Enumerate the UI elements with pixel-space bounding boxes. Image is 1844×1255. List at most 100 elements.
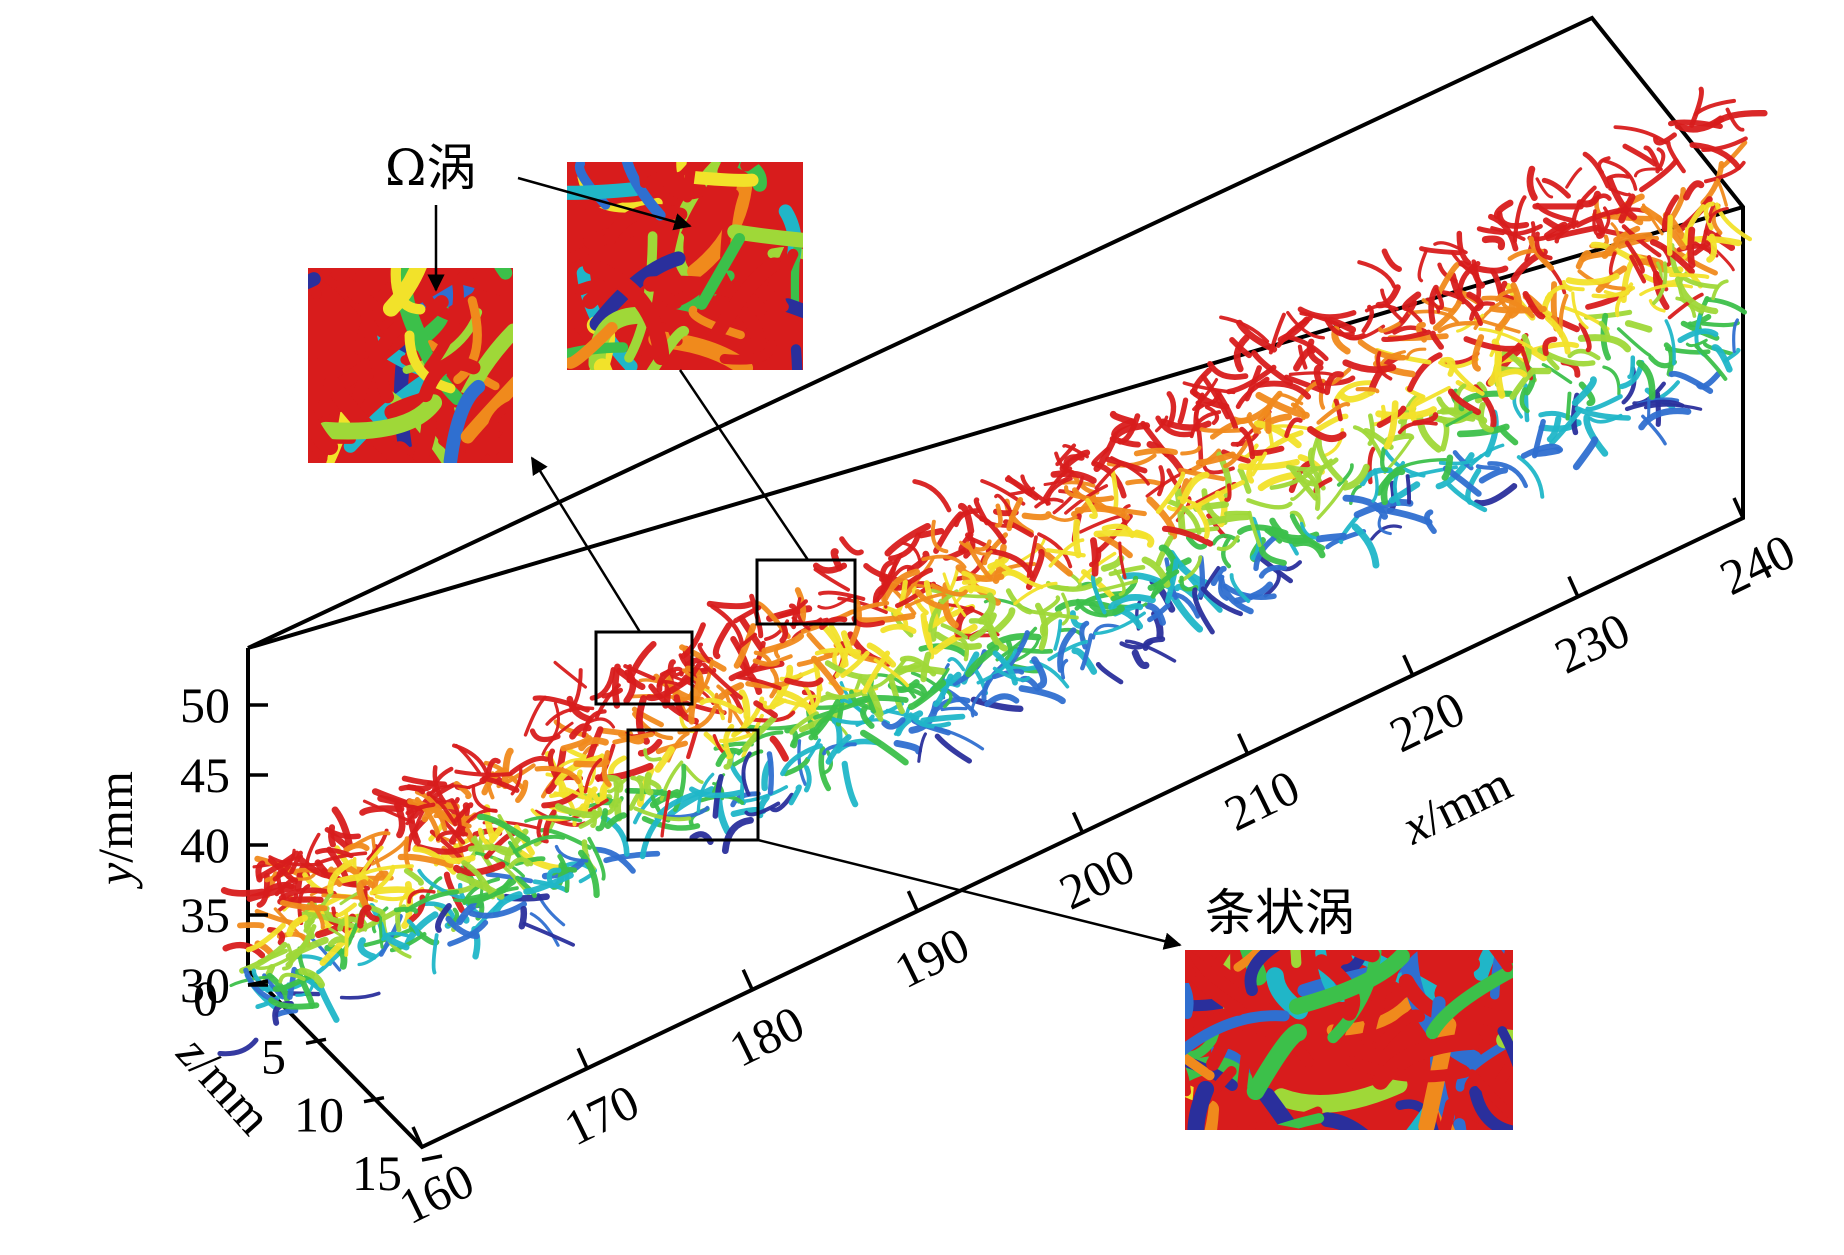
vortex-tube [1191, 367, 1212, 397]
vortex-tube [1324, 371, 1344, 396]
vortex-tube [1438, 454, 1484, 466]
vortex-tube [1342, 494, 1388, 520]
vortex-tube [860, 705, 875, 729]
vortex-tube [339, 991, 381, 1000]
inset-vortex-tube [602, 204, 688, 246]
vortex-tube [1217, 574, 1254, 615]
vortex-tube [1371, 468, 1379, 503]
vortex-tube [1054, 451, 1075, 475]
arrow-from-inset-top [678, 369, 810, 561]
vortex-tube [1432, 298, 1463, 331]
vortex-tube [819, 616, 848, 631]
vortex-tube [1111, 422, 1151, 440]
vortex-tube [1446, 359, 1485, 396]
vortex-tube [942, 689, 953, 709]
inset-vortex-tube [669, 162, 689, 173]
vortex-tube [749, 593, 764, 639]
x-tick-label: 210 [1216, 759, 1308, 842]
inset-vortex-tube [1499, 950, 1513, 982]
vortex-tube [1381, 329, 1432, 342]
vortex-tube [1522, 290, 1546, 320]
vortex-tube [1316, 438, 1343, 483]
vortex-tube [1147, 602, 1171, 623]
vortex-tube [450, 799, 462, 838]
vortex-tube [1267, 527, 1312, 545]
x-tick-label: 180 [721, 994, 813, 1077]
vortex-tube [1161, 525, 1214, 547]
vortex-tube [1458, 260, 1509, 274]
vortex-tube [1445, 410, 1473, 428]
vortex-tube [485, 872, 534, 884]
vortex-tube [547, 748, 560, 781]
inset-vortex-tube [696, 233, 746, 310]
z-tick-label: 15 [352, 1145, 402, 1201]
inset-vortex-tube [1187, 1080, 1215, 1130]
vortex-tube [994, 493, 1012, 512]
vortex-tube [712, 622, 732, 660]
vortex-tube [1133, 447, 1178, 457]
vortex-tube [328, 824, 336, 848]
vortex-tube [1031, 656, 1048, 690]
vortex-tube [262, 973, 285, 1000]
inset-vortex-tube [317, 394, 443, 440]
vortex-tube [779, 665, 822, 682]
vortex-tube [592, 846, 636, 874]
vortex-tube [512, 834, 566, 854]
vortex-tube [818, 590, 866, 601]
vortex-tube [1546, 415, 1562, 443]
inset-vortex-tube [1262, 1113, 1325, 1130]
vortex-tube [1668, 119, 1723, 129]
vortex-tube [1544, 315, 1571, 355]
vortex-tube [1216, 535, 1240, 552]
vortex-tube [1093, 611, 1146, 636]
vortex-tube [1603, 290, 1630, 297]
vortex-tube [501, 747, 514, 790]
vortex-tube [1661, 194, 1680, 232]
inset-vortex-tube [790, 344, 803, 370]
inset-vortex-tube [1213, 950, 1233, 968]
vortex-tube [454, 769, 513, 777]
vortex-tube [1713, 109, 1768, 126]
vortex-tube [866, 642, 897, 668]
x-tick-mark [906, 890, 919, 912]
vortex-tube [893, 706, 911, 736]
vortex-tube [1419, 246, 1463, 256]
vortex-tube [1732, 318, 1739, 353]
vortex-tube [654, 746, 675, 773]
vortex-tube [1415, 322, 1427, 343]
vortex-tube [471, 784, 498, 813]
inset-vortex-tube [1340, 950, 1370, 976]
vortex-tube [830, 548, 843, 572]
vortex-tube [1113, 568, 1126, 597]
vortex-tube [1567, 348, 1601, 361]
vortex-tube [1608, 187, 1631, 197]
vortex-tube [523, 695, 547, 737]
vortex-tube [577, 849, 600, 899]
vortex-tube [736, 632, 757, 651]
vortex-tube [643, 748, 662, 762]
vortex-tube [677, 705, 718, 735]
vortex-tube [1534, 231, 1553, 261]
vortex-tube [1475, 464, 1500, 471]
vortex-tube [940, 706, 968, 712]
vortex-tube [901, 541, 922, 566]
vortex-tube [1357, 260, 1397, 289]
vortex-tube [1229, 337, 1253, 359]
y-axis-ticks: 30 35 40 45 50 [180, 677, 268, 1013]
vortex-tube [1614, 282, 1634, 318]
vortex-tube [1091, 623, 1120, 640]
vortex-tube [1246, 412, 1262, 435]
vortex-tube [303, 917, 316, 940]
vortex-tube [921, 554, 967, 569]
vortex-tube [1437, 262, 1458, 284]
vortex-tube [1071, 647, 1098, 675]
vortex-tube [1251, 350, 1293, 387]
vortex-tube [1412, 412, 1439, 426]
vortex-tube [1602, 365, 1621, 396]
y-tick-label: 35 [180, 887, 230, 943]
vortex-tube [288, 934, 312, 962]
vortex-tube [1154, 415, 1169, 433]
x-tick-label: 200 [1051, 837, 1143, 920]
vortex-tube [1355, 387, 1380, 394]
vortex-tube [1109, 410, 1137, 426]
